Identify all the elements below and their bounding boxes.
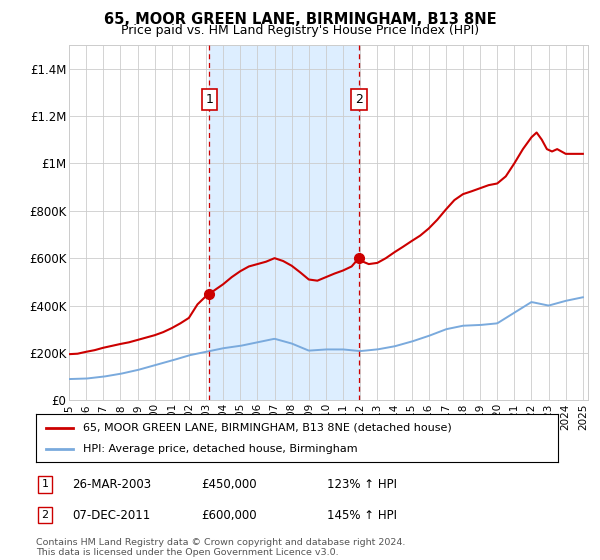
Text: Contains HM Land Registry data © Crown copyright and database right 2024.
This d: Contains HM Land Registry data © Crown c…: [36, 538, 406, 557]
Text: 2: 2: [355, 93, 363, 106]
Text: 07-DEC-2011: 07-DEC-2011: [72, 508, 150, 522]
Text: £600,000: £600,000: [201, 508, 257, 522]
Bar: [209, 45, 359, 400]
Text: 26-MAR-2003: 26-MAR-2003: [72, 478, 151, 491]
Text: 65, MOOR GREEN LANE, BIRMINGHAM, B13 8NE: 65, MOOR GREEN LANE, BIRMINGHAM, B13 8NE: [104, 12, 496, 27]
Text: £450,000: £450,000: [201, 478, 257, 491]
Text: Price paid vs. HM Land Registry's House Price Index (HPI): Price paid vs. HM Land Registry's House …: [121, 24, 479, 36]
Text: 1: 1: [41, 479, 49, 489]
Text: 65, MOOR GREEN LANE, BIRMINGHAM, B13 8NE (detached house): 65, MOOR GREEN LANE, BIRMINGHAM, B13 8NE…: [83, 423, 452, 433]
Text: HPI: Average price, detached house, Birmingham: HPI: Average price, detached house, Birm…: [83, 444, 358, 454]
Text: 145% ↑ HPI: 145% ↑ HPI: [327, 508, 397, 522]
Text: 1: 1: [206, 93, 214, 106]
Text: 2: 2: [41, 510, 49, 520]
Text: 123% ↑ HPI: 123% ↑ HPI: [327, 478, 397, 491]
